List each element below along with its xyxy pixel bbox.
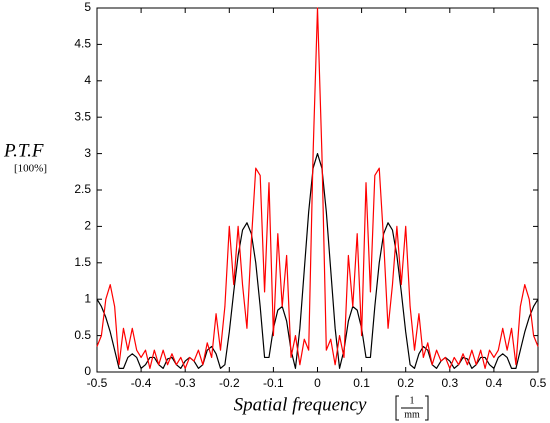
- unit-bracket: [395, 395, 429, 421]
- y-tick-label: 0: [84, 364, 91, 378]
- x-axis-unit: 1 mm: [395, 395, 429, 421]
- y-tick-label: 2.5: [74, 182, 91, 196]
- x-axis-label: Spatial frequency: [234, 394, 367, 415]
- y-tick-label: 3.5: [74, 109, 91, 123]
- x-tick-label: -0.3: [175, 376, 196, 390]
- x-tick-label: -0.2: [219, 376, 240, 390]
- unit-numerator: 1: [410, 395, 415, 406]
- x-tick-label: -0.5: [87, 376, 108, 390]
- y-tick-label: 2: [84, 219, 91, 233]
- x-tick-label: 0.1: [353, 376, 370, 390]
- y-axis-unit: [100%]: [14, 163, 47, 175]
- x-tick-label: 0.4: [486, 376, 503, 390]
- y-tick-label: 1: [84, 291, 91, 305]
- x-tick-label: -0.1: [263, 376, 284, 390]
- y-tick-label: 0.5: [74, 328, 91, 342]
- x-tick-label: 0.5: [530, 376, 547, 390]
- y-axis-label: P.T.F: [3, 140, 44, 161]
- x-tick-label: 0.2: [397, 376, 414, 390]
- line-series: [96, 7, 539, 369]
- x-tick-label: 0: [314, 376, 321, 390]
- y-tick-label: 4: [84, 73, 91, 87]
- y-tick-label: 1.5: [74, 255, 91, 269]
- y-tick-label: 3: [84, 146, 91, 160]
- unit-denominator: mm: [404, 409, 420, 420]
- x-tick-label: 0.3: [441, 376, 458, 390]
- x-tick-label: -0.4: [131, 376, 152, 390]
- y-tick-label: 5: [84, 0, 91, 14]
- y-tick-label: 4.5: [74, 37, 91, 51]
